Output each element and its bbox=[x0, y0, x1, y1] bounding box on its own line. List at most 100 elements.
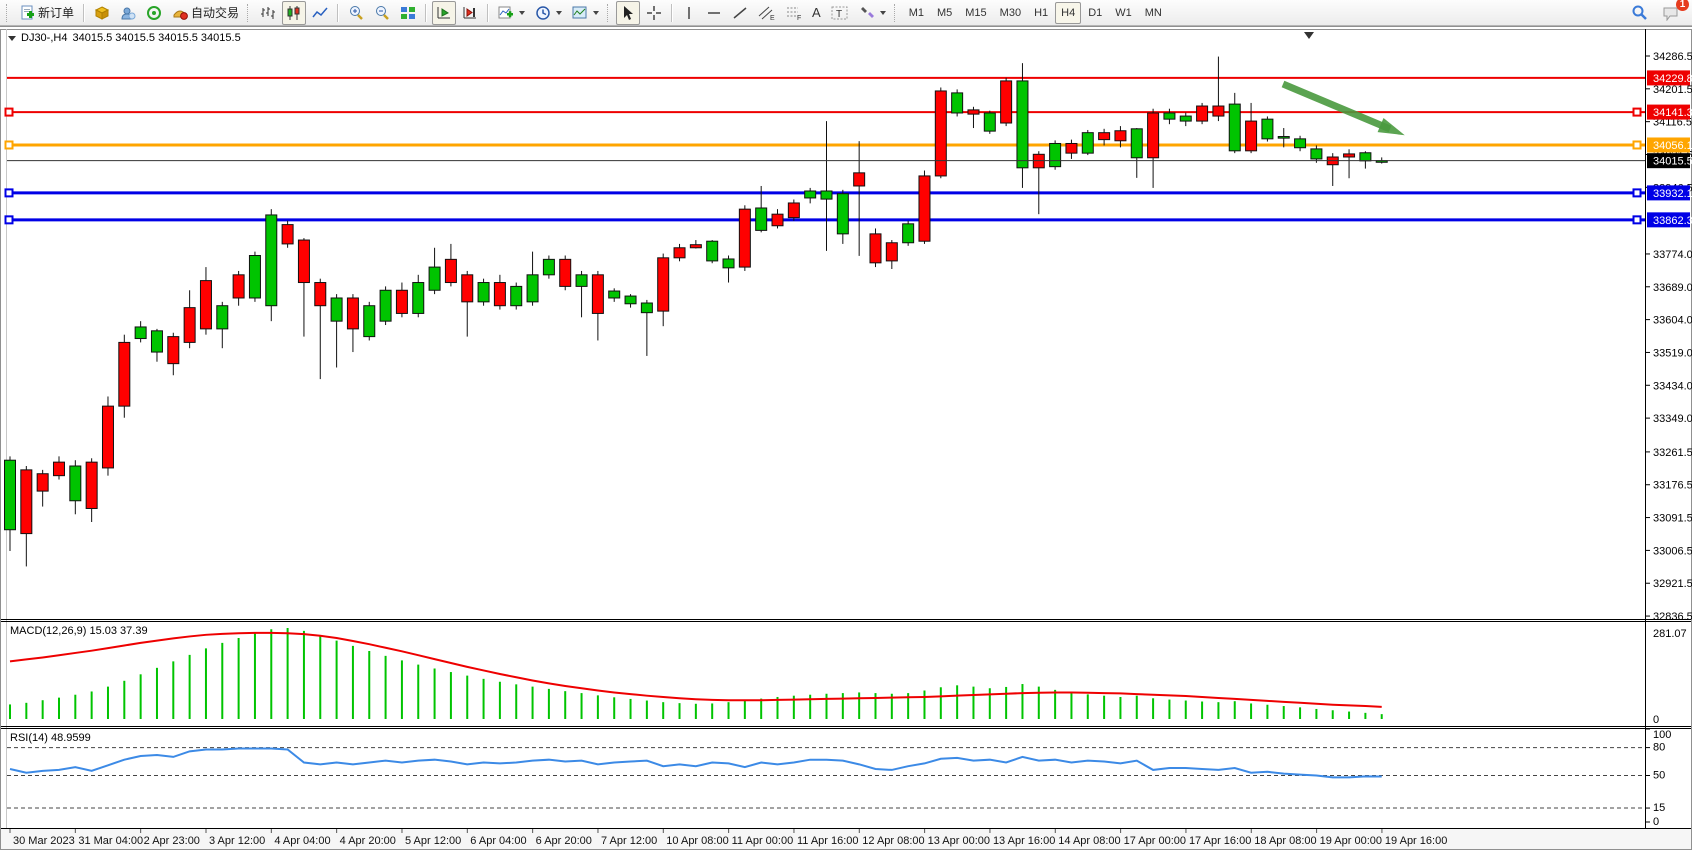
hline-handle[interactable] bbox=[1632, 140, 1642, 150]
date-axis-label: 11 Apr 16:00 bbox=[797, 835, 859, 847]
svg-text:0: 0 bbox=[1653, 816, 1659, 828]
date-axis-label: 6 Apr 20:00 bbox=[536, 835, 592, 847]
timeframe-h4[interactable]: H4 bbox=[1055, 1, 1082, 24]
timeframe-d1[interactable]: D1 bbox=[1088, 6, 1103, 19]
date-axis-label: 5 Apr 12:00 bbox=[405, 835, 461, 847]
trend-arrow-head bbox=[1377, 117, 1405, 136]
trend-arrow[interactable] bbox=[1281, 80, 1392, 133]
timeframe-h1[interactable]: H1 bbox=[1034, 6, 1049, 19]
periods-button[interactable] bbox=[531, 1, 566, 25]
svg-text:80: 80 bbox=[1653, 742, 1665, 754]
auto-scroll-icon bbox=[437, 6, 451, 18]
timeframe-m5[interactable]: M5 bbox=[936, 6, 953, 19]
date-axis-label: 13 Apr 16:00 bbox=[993, 835, 1055, 847]
date-axis-label: 3 Apr 12:00 bbox=[209, 835, 265, 847]
macd-indicator-label: MACD(12,26,9) 15.03 37.39 bbox=[10, 625, 148, 637]
date-axis-label: 30 Mar 2023 bbox=[13, 835, 75, 847]
toolbar-grip[interactable] bbox=[247, 3, 252, 22]
vertical-line-tool[interactable] bbox=[678, 1, 700, 25]
toolbar-grip[interactable] bbox=[6, 3, 11, 22]
separator bbox=[487, 3, 490, 22]
hline-handle[interactable] bbox=[4, 140, 14, 150]
auto-trading-icon bbox=[173, 10, 188, 20]
price-chart[interactable]: 34286.534201.534116.534031.533946.533774… bbox=[0, 29, 1692, 850]
timeframe-group: M1 M5 M15 M30 H1 H4 D1 W1 MN bbox=[903, 1, 1168, 24]
channel-icon: E bbox=[758, 6, 775, 21]
clock-icon bbox=[536, 5, 550, 20]
equidistant-channel-tool[interactable]: E bbox=[754, 1, 779, 25]
candlestick-chart-button[interactable] bbox=[282, 0, 307, 25]
text-label-tool[interactable]: T bbox=[827, 1, 853, 25]
hline-handle[interactable] bbox=[1632, 107, 1642, 117]
date-axis-label: 13 Apr 00:00 bbox=[928, 835, 990, 847]
hline-handle[interactable] bbox=[4, 188, 14, 198]
svg-text:33349.0: 33349.0 bbox=[1653, 413, 1692, 425]
zoom-in-icon bbox=[350, 5, 363, 20]
chart-title-dropdown-icon[interactable] bbox=[8, 35, 16, 41]
zoom-out-button[interactable] bbox=[370, 1, 394, 25]
shapes-tool[interactable] bbox=[855, 1, 890, 25]
horizontal-line-tool[interactable] bbox=[702, 1, 726, 25]
toolbar-grip[interactable] bbox=[893, 3, 899, 22]
chart-shift-button[interactable] bbox=[458, 1, 482, 25]
auto-trading-button[interactable]: 自动交易 bbox=[168, 1, 243, 25]
new-order-button[interactable]: 新订单 bbox=[15, 1, 78, 25]
indicators-button[interactable] bbox=[494, 1, 529, 25]
date-axis-label: 4 Apr 20:00 bbox=[340, 835, 396, 847]
hline-handle[interactable] bbox=[1632, 188, 1642, 198]
templates-button[interactable] bbox=[568, 1, 603, 25]
auto-scroll-button[interactable] bbox=[432, 0, 457, 25]
svg-text:T: T bbox=[836, 9, 842, 20]
trendline-tool[interactable] bbox=[728, 1, 752, 25]
dropdown-arrow-icon bbox=[519, 10, 526, 15]
auto-trading-label: 自动交易 bbox=[191, 6, 240, 20]
bar-chart-button[interactable] bbox=[256, 1, 280, 25]
timeframe-w1[interactable]: W1 bbox=[1115, 6, 1132, 19]
text-tool[interactable]: A bbox=[808, 1, 825, 25]
svg-text:34201.5: 34201.5 bbox=[1653, 84, 1692, 96]
zoom-in-button[interactable] bbox=[344, 1, 368, 25]
notifications-button[interactable]: 1 bbox=[1658, 0, 1689, 25]
hline-handle[interactable] bbox=[1632, 215, 1642, 225]
svg-text:33006.5: 33006.5 bbox=[1653, 545, 1692, 557]
accounts-button[interactable] bbox=[116, 1, 140, 25]
svg-text:33604.0: 33604.0 bbox=[1653, 315, 1692, 327]
signals-button[interactable] bbox=[142, 1, 166, 25]
separator bbox=[83, 3, 86, 22]
label-tool-icon: T bbox=[831, 6, 848, 20]
svg-text:33774.0: 33774.0 bbox=[1653, 249, 1692, 261]
toolbar-grip[interactable] bbox=[607, 3, 612, 22]
timeframe-m15[interactable]: M15 bbox=[965, 6, 987, 19]
timeframe-m1[interactable]: M1 bbox=[908, 6, 924, 19]
market-watch-button[interactable] bbox=[90, 1, 114, 25]
toolbar: 新订单 bbox=[0, 0, 1692, 26]
chart-shift-marker[interactable] bbox=[1304, 32, 1314, 39]
timeframe-mn[interactable]: MN bbox=[1144, 6, 1162, 19]
candlestick-chart-icon bbox=[287, 5, 300, 20]
hline-handle[interactable] bbox=[4, 107, 14, 117]
text-tool-icon: A bbox=[812, 5, 821, 20]
svg-text:F: F bbox=[797, 15, 801, 21]
separator bbox=[671, 3, 674, 22]
svg-text:50: 50 bbox=[1653, 770, 1665, 782]
date-axis-label: 19 Apr 16:00 bbox=[1385, 835, 1447, 847]
line-chart-button[interactable] bbox=[308, 1, 332, 25]
date-axis-label: 4 Apr 04:00 bbox=[274, 835, 330, 847]
cursor-tool-button[interactable] bbox=[616, 0, 641, 25]
timeframe-m30[interactable]: M30 bbox=[999, 6, 1022, 19]
profile-cloud-icon bbox=[121, 7, 136, 19]
svg-text:34141.3: 34141.3 bbox=[1653, 107, 1692, 119]
crosshair-tool-button[interactable] bbox=[642, 1, 666, 25]
fibonacci-tool[interactable]: F bbox=[781, 1, 806, 25]
date-axis-label: 17 Apr 16:00 bbox=[1189, 835, 1251, 847]
search-button[interactable] bbox=[1627, 1, 1652, 25]
date-axis-label: 18 Apr 08:00 bbox=[1254, 835, 1316, 847]
hline-handle[interactable] bbox=[4, 215, 14, 225]
date-axis-label: 31 Mar 04:00 bbox=[78, 835, 143, 847]
date-axis-label: 14 Apr 08:00 bbox=[1058, 835, 1120, 847]
quote-values: 34015.5 34015.5 34015.5 34015.5 bbox=[72, 32, 241, 44]
tile-windows-icon bbox=[401, 6, 416, 19]
tile-windows-button[interactable] bbox=[396, 1, 420, 25]
search-icon bbox=[1632, 5, 1647, 20]
shapes-arrows-icon bbox=[860, 6, 874, 18]
